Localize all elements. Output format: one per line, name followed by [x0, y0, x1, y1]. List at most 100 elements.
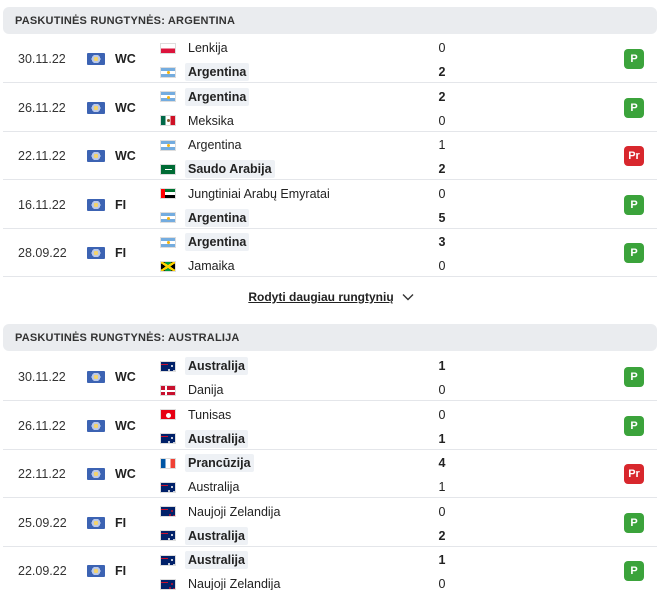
away-score: 0	[438, 259, 446, 273]
world-flag-icon	[87, 516, 105, 529]
match-row[interactable]: 30.11.22 WC Australija Danija 1 0 P	[3, 353, 657, 401]
result-badge: P	[624, 97, 644, 118]
away-score: 1	[438, 480, 446, 494]
away-score: 0	[438, 113, 446, 128]
result-badge: P	[624, 243, 644, 263]
match-date: 28.09.22	[18, 246, 67, 260]
world-flag-icon	[87, 371, 105, 383]
team-flag-icon	[160, 360, 176, 372]
away-team: Saudo Arabija	[160, 159, 275, 179]
away-score: 2	[438, 65, 446, 79]
home-score: 4	[438, 456, 446, 470]
team-name: Prancūzija	[185, 454, 254, 472]
home-score: 3	[438, 235, 446, 249]
show-more-button[interactable]: Rodyti daugiau rungtynių	[0, 287, 662, 307]
team-name: Jamaika	[188, 259, 235, 273]
away-score: 2	[438, 162, 446, 176]
team-flag-icon	[160, 457, 176, 469]
team-flag-icon	[160, 115, 176, 126]
home-team: Australija	[160, 550, 248, 570]
home-team: Prancūzija	[160, 453, 254, 473]
home-score: 1	[438, 553, 446, 567]
match-date: 30.11.22	[18, 370, 66, 384]
away-score: 2	[438, 528, 446, 543]
team-flag-icon	[160, 554, 176, 566]
away-team: Jamaika	[160, 256, 238, 276]
team-name: Danija	[188, 383, 224, 397]
team-flag-icon	[160, 66, 176, 78]
result-badge: P	[624, 194, 644, 215]
team-flag-icon	[160, 578, 176, 590]
world-flag-icon	[87, 565, 105, 577]
home-score: 1	[438, 359, 446, 373]
team-name: Naujoji Zelandija	[188, 504, 281, 519]
world-flag-icon	[87, 198, 105, 211]
home-score: 1	[438, 138, 446, 152]
home-team: Naujoji Zelandija	[160, 502, 283, 522]
home-score: 0	[438, 407, 446, 422]
team-flag-icon	[160, 42, 176, 54]
team-flag-icon	[160, 236, 176, 248]
match-row[interactable]: 26.11.22 WC Tunisas Australija 0 1 P	[3, 402, 657, 450]
team-name: Argentina	[188, 138, 242, 152]
team-flag-icon	[160, 188, 176, 199]
team-flag-icon	[160, 260, 176, 272]
home-team: Jungtiniai Arabų Emyratai	[160, 184, 333, 204]
match-row[interactable]: 28.09.22 FI Argentina Jamaika 3 0 P	[3, 229, 657, 277]
home-team: Lenkija	[160, 38, 231, 58]
team-name: Naujoji Zelandija	[188, 577, 281, 590]
result-badge: Pr	[624, 146, 644, 166]
away-team: Australija	[160, 526, 248, 546]
team-flag-icon	[160, 481, 176, 493]
team-name: Jungtiniai Arabų Emyratai	[188, 186, 330, 201]
team-name: Australija	[185, 526, 248, 545]
competition-label: WC	[115, 52, 136, 66]
team-name: Australija	[188, 480, 240, 494]
home-score: 2	[438, 89, 446, 104]
competition-label: WC	[115, 418, 136, 433]
result-badge: P	[624, 49, 644, 69]
match-row[interactable]: 30.11.22 WC Lenkija Argentina 0 2 P	[3, 35, 657, 83]
home-score: 0	[438, 41, 446, 55]
match-date: 26.11.22	[18, 418, 66, 433]
match-date: 22.11.22	[18, 467, 66, 481]
match-date: 25.09.22	[18, 515, 67, 530]
team-flag-icon	[160, 530, 176, 541]
away-score: 1	[438, 431, 446, 446]
team-flag-icon	[160, 384, 176, 396]
result-badge: P	[624, 512, 644, 533]
result-badge: Pr	[624, 464, 644, 484]
world-flag-icon	[87, 419, 105, 432]
team-name: Australija	[185, 551, 248, 569]
team-flag-icon	[160, 506, 176, 517]
match-date: 16.11.22	[18, 197, 66, 212]
competition-label: WC	[115, 100, 136, 115]
match-date: 26.11.22	[18, 100, 66, 115]
team-name: Argentina	[185, 233, 250, 251]
match-row[interactable]: 26.11.22 WC Argentina Meksika 2 0 P	[3, 84, 657, 132]
competition-label: FI	[115, 246, 127, 260]
home-team: Australija	[160, 356, 248, 376]
match-row[interactable]: 22.11.22 WC Prancūzija Australija 4 1 Pr	[3, 450, 657, 498]
team-name: Lenkija	[188, 41, 228, 55]
competition-label: FI	[115, 515, 127, 530]
section-title: PASKUTINĖS RUNGTYNĖS: ARGENTINA	[15, 14, 236, 27]
match-date: 22.11.22	[18, 149, 66, 163]
match-row[interactable]: 16.11.22 FI Jungtiniai Arabų Emyratai Ar…	[3, 181, 657, 229]
away-team: Australija	[160, 429, 248, 449]
world-flag-icon	[87, 150, 105, 162]
world-flag-icon	[87, 468, 105, 480]
match-row[interactable]: 22.09.22 FI Australija Naujoji Zelandija…	[3, 547, 657, 590]
team-name: Australija	[185, 429, 248, 448]
away-score: 0	[438, 577, 446, 590]
team-flag-icon	[160, 409, 176, 420]
match-row[interactable]: 25.09.22 FI Naujoji Zelandija Australija…	[3, 499, 657, 547]
match-row[interactable]: 22.11.22 WC Argentina Saudo Arabija 1 2 …	[3, 132, 657, 180]
world-flag-icon	[87, 101, 105, 114]
result-badge: P	[624, 415, 644, 436]
team-name: Argentina	[185, 208, 250, 227]
team-name: Argentina	[185, 63, 250, 81]
team-flag-icon	[160, 212, 176, 223]
world-flag-icon	[87, 53, 105, 65]
team-name: Tunisas	[188, 407, 232, 422]
